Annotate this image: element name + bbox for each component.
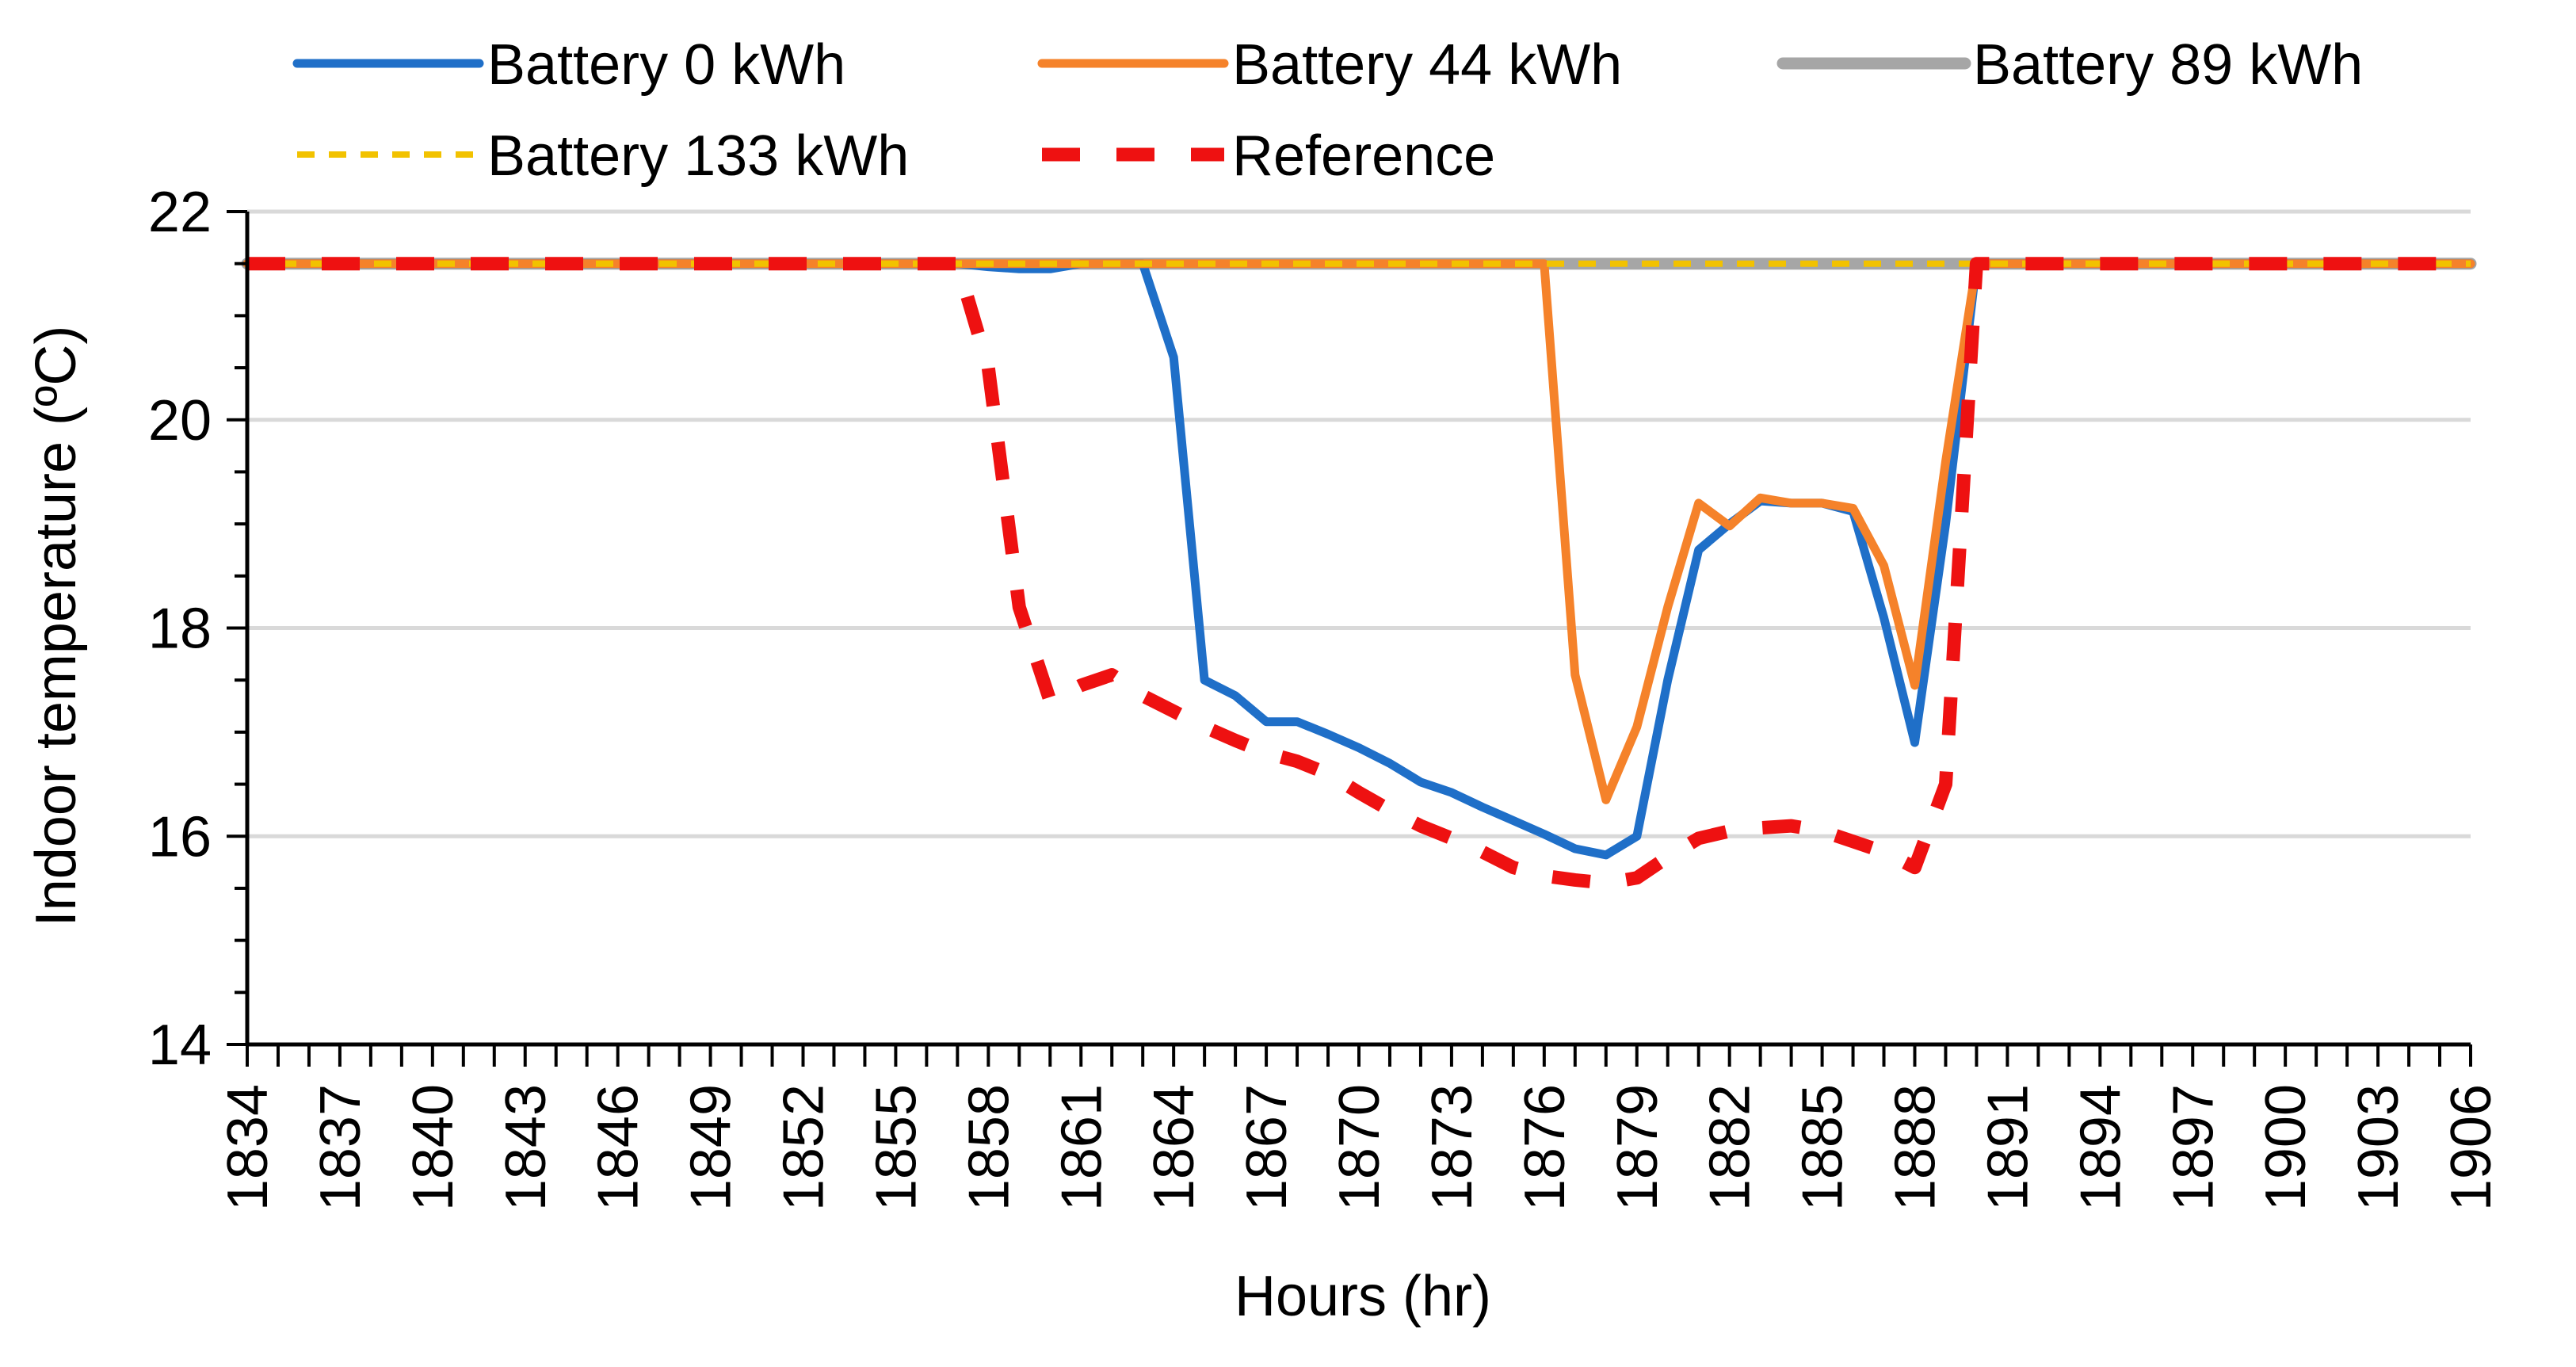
x-tick-label: 1873 [1421, 1084, 1484, 1211]
y-axis-title: Indoor temperature (ºC) [25, 326, 88, 927]
x-tick-label: 1879 [1606, 1084, 1670, 1211]
x-tick-label: 1864 [1143, 1084, 1206, 1211]
series-line-battery_0 [242, 259, 2475, 860]
x-tick-label: 1855 [864, 1084, 928, 1211]
x-tick-label: 1903 [2347, 1084, 2410, 1211]
legend-label-battery_44: Battery 44 kWh [1232, 33, 1622, 97]
x-tick-label: 1867 [1235, 1084, 1299, 1211]
x-tick-label: 1861 [1050, 1084, 1113, 1211]
legend-label-reference: Reference [1232, 124, 1495, 188]
y-tick-label: 16 [148, 805, 212, 869]
x-tick-label: 1837 [309, 1084, 372, 1211]
x-tick-label: 1888 [1884, 1084, 1948, 1211]
y-tick-label: 20 [148, 389, 212, 452]
x-tick-label: 1900 [2254, 1084, 2318, 1211]
legend-label-battery_133: Battery 133 kWh [487, 124, 909, 188]
axes: 14 16 18 20 22 1834 1837 1840 1843 1846 1849 1852 18… [148, 181, 2503, 1211]
legend-label-battery_89: Battery 89 kWh [1973, 33, 2363, 97]
x-tick-label: 1885 [1792, 1084, 1855, 1211]
y-tick-label: 22 [148, 181, 212, 244]
x-tick-label: 1852 [773, 1084, 836, 1211]
series-line-battery_44 [242, 259, 2475, 804]
x-tick-label: 1894 [2069, 1084, 2132, 1211]
y-tick-label: 14 [148, 1014, 212, 1077]
x-tick-label: 1846 [587, 1084, 651, 1211]
legend: Battery 0 kWh Battery 44 kWh Battery 89 kW… [292, 33, 2363, 188]
x-tick-label: 1882 [1699, 1084, 1762, 1211]
series-lines [241, 257, 2477, 890]
y-tick-label: 18 [148, 598, 212, 661]
x-tick-label: 1897 [2162, 1084, 2225, 1211]
x-tick-label: 1876 [1513, 1084, 1577, 1211]
x-axis-title: Hours (hr) [1235, 1265, 1491, 1328]
gridlines [247, 209, 2471, 838]
x-tick-label: 1906 [2440, 1084, 2503, 1211]
series-line-reference [247, 257, 2471, 890]
x-tick-label: 1870 [1328, 1084, 1391, 1211]
x-tick-label: 1834 [216, 1084, 280, 1211]
x-tick-label: 1891 [1976, 1084, 2040, 1211]
x-tick-label: 1843 [494, 1084, 558, 1211]
legend-label-battery_0: Battery 0 kWh [487, 33, 845, 97]
x-tick-label: 1849 [680, 1084, 743, 1211]
x-tick-label: 1858 [957, 1084, 1021, 1211]
x-tick-label: 1840 [402, 1084, 465, 1211]
